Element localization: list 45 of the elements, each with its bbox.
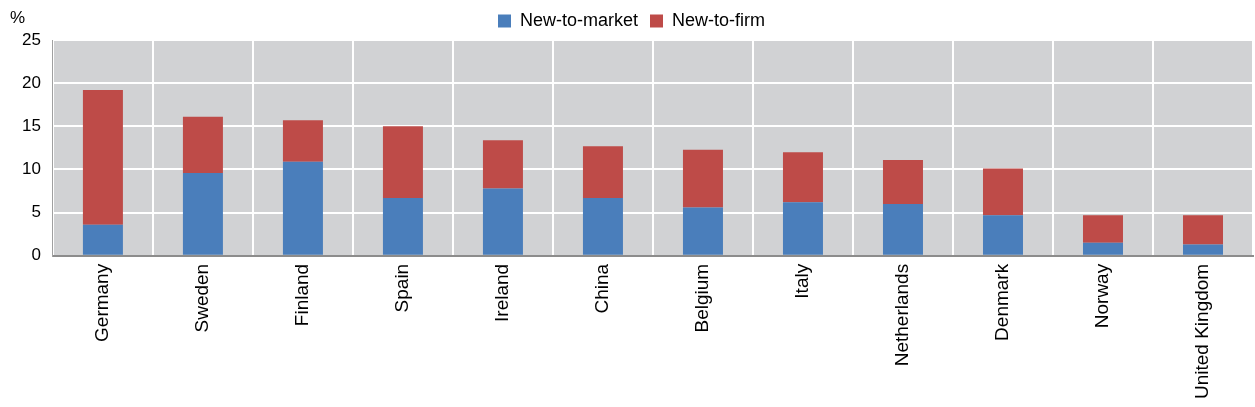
x-tick-label: Germany — [91, 263, 113, 342]
bar — [482, 188, 523, 255]
bar — [582, 146, 623, 198]
bar — [882, 159, 923, 205]
bar — [982, 168, 1023, 216]
x-tick-label: Norway — [1091, 263, 1113, 329]
bar — [982, 215, 1023, 255]
bar — [1182, 244, 1223, 255]
bar — [782, 202, 823, 255]
bar — [182, 172, 223, 255]
x-tick-label: Spain — [391, 263, 413, 313]
bar — [782, 152, 823, 203]
x-tick-label: Netherlands — [891, 263, 913, 367]
bar — [282, 161, 323, 255]
x-tick-label: Ireland — [491, 263, 513, 322]
y-tick-label: 0 — [31, 245, 41, 265]
bar — [882, 204, 923, 255]
y-tick-label: 25 — [21, 29, 41, 49]
bar — [382, 126, 423, 198]
y-tick-label: 10 — [21, 159, 41, 179]
x-tick-label: Denmark — [991, 263, 1013, 341]
legend-label: New-to-firm — [672, 9, 766, 30]
bar — [382, 197, 423, 255]
y-tick-label: 15 — [21, 116, 41, 136]
legend-label: New-to-market — [519, 9, 639, 30]
bar — [82, 224, 123, 255]
y-tick-label: 5 — [31, 202, 41, 222]
bar — [482, 140, 523, 189]
y-axis-title: % — [10, 7, 26, 27]
x-tick-label: United Kingdom — [1191, 263, 1213, 400]
x-tick-label: Italy — [791, 263, 813, 299]
x-tick-label: Sweden — [191, 263, 213, 333]
bar — [1082, 242, 1123, 255]
bar — [1182, 215, 1223, 245]
bar — [182, 116, 223, 173]
bar — [582, 197, 623, 255]
y-tick-label: 20 — [21, 72, 41, 92]
bar — [82, 90, 123, 225]
bar — [1082, 215, 1123, 243]
bar — [682, 149, 723, 208]
bar — [682, 207, 723, 255]
x-tick-label: Belgium — [691, 263, 713, 333]
x-tick-label: Finland — [291, 263, 313, 327]
x-tick-label: China — [591, 263, 613, 314]
bar — [282, 120, 323, 162]
